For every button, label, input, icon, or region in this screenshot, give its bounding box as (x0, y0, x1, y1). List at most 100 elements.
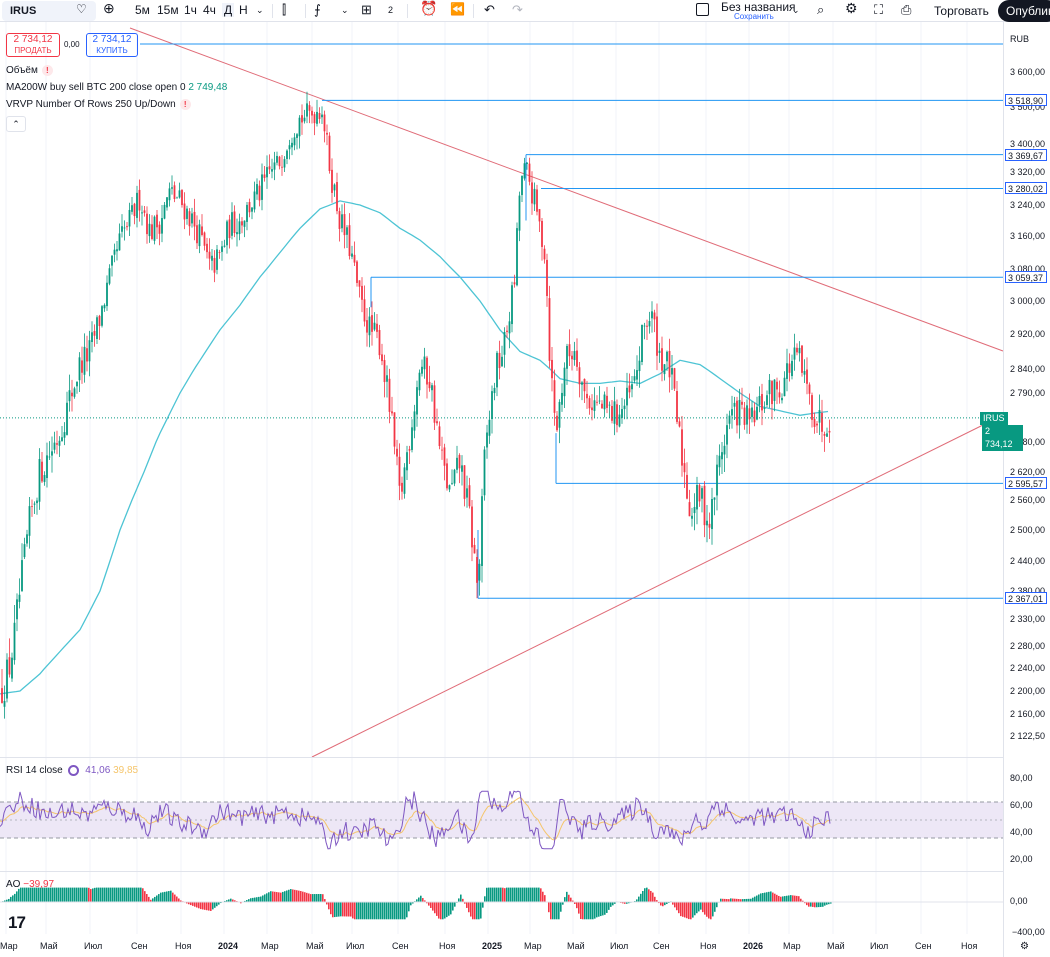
candle-body (378, 330, 381, 356)
price-tick: 2 200,00 (1010, 686, 1046, 696)
sell-button[interactable]: 2 734,12 ПРОДАТЬ (6, 33, 60, 57)
ao-bar (314, 894, 316, 903)
ao-bar (694, 902, 696, 916)
interval-5m[interactable]: 5м (135, 3, 150, 17)
interval-week[interactable]: Н (239, 3, 248, 17)
interval-day[interactable]: Д (222, 3, 235, 17)
ao-bar (378, 902, 380, 920)
trade-button[interactable]: Торговать (934, 4, 989, 18)
alert-icon[interactable]: ⏰ (420, 0, 438, 16)
candles-icon[interactable]: ⫿ (282, 2, 287, 17)
price-tick: 2 440,00 (1010, 556, 1046, 566)
candle-body (548, 298, 551, 361)
candle-body (126, 226, 128, 228)
candle-body (388, 378, 391, 412)
candle-body (183, 203, 186, 220)
ao-bar (612, 902, 614, 906)
candle-body (578, 367, 581, 385)
ao-bar (296, 890, 298, 903)
gear-icon[interactable]: ⚙ (845, 0, 858, 16)
chevron-down-icon[interactable]: ⌄ (341, 5, 349, 15)
time-tick: Ноя (700, 941, 717, 951)
price-tick: 2 920,00 (1010, 329, 1046, 339)
compare-plus-icon[interactable]: ⊕ (103, 0, 115, 16)
ao-bar (576, 902, 578, 909)
spread-value: 0,00 (64, 40, 80, 49)
candle-body (146, 213, 148, 235)
candle-body (168, 188, 171, 201)
candle-body (538, 209, 541, 222)
candle-body (621, 409, 623, 418)
ao-bar (724, 898, 726, 903)
fullscreen-icon[interactable]: ⛶ (874, 2, 884, 17)
candle-body (506, 330, 508, 332)
ao-legend[interactable]: AO −39,97 (6, 879, 54, 890)
replay-icon[interactable]: ⏪ (450, 2, 465, 16)
tradingview-logo[interactable]: 17 (8, 913, 26, 932)
layout-name[interactable]: Без названия (721, 0, 796, 14)
candle-body (776, 381, 778, 390)
candle-body (483, 449, 486, 496)
volume-legend[interactable]: Объём! (6, 65, 53, 76)
rsi-visibility-icon[interactable] (68, 765, 80, 776)
buy-button[interactable]: 2 734,12 КУПИТЬ (86, 33, 138, 57)
layout-grid-icon[interactable]: ⊞ (361, 2, 372, 17)
ao-bar (752, 897, 754, 903)
candle-body (583, 378, 586, 392)
price-axis[interactable] (1003, 22, 1050, 957)
ao-bar (220, 902, 222, 904)
price-tick: 2 620,00 (1010, 467, 1046, 477)
rsi-legend[interactable]: RSI 14 close 41,06 39,85 (6, 765, 138, 776)
price-chart[interactable] (0, 22, 1050, 957)
gear-icon[interactable]: ⚙ (1020, 941, 1029, 952)
candle-body (96, 317, 98, 339)
ao-bar (528, 887, 530, 903)
ao-bar (8, 898, 10, 903)
ao-bar (768, 891, 770, 903)
layout-square-icon[interactable] (696, 3, 709, 16)
candle-body (28, 506, 31, 536)
camera-icon[interactable]: ⎙ (901, 2, 912, 17)
ao-bar (458, 898, 460, 903)
candle-body (663, 364, 666, 375)
vrvp-legend[interactable]: VRVP Number Of Rows 250 Up/Down! (6, 99, 191, 110)
candle-body (556, 415, 558, 431)
ao-bar (112, 887, 114, 903)
warning-icon[interactable]: ! (41, 65, 53, 76)
save-label[interactable]: Сохранить (734, 12, 774, 21)
ao-bar (424, 900, 426, 903)
ao-bar (316, 894, 318, 903)
candle-body (428, 381, 431, 389)
candle-body (386, 375, 388, 382)
ao-bar (588, 902, 590, 920)
warning-icon[interactable]: ! (179, 99, 191, 110)
ao-bar (270, 891, 272, 903)
redo-icon[interactable]: ↷ (512, 2, 523, 17)
ao-bar (578, 902, 580, 914)
currency-label[interactable]: RUB (1010, 34, 1030, 44)
interval-4h[interactable]: 4ч (203, 3, 216, 17)
collapse-legend-button[interactable]: ⌃ (6, 116, 26, 132)
heart-icon[interactable]: ♡ (76, 2, 87, 16)
ao-bar (396, 902, 398, 920)
candle-body (591, 407, 593, 411)
chevron-down-icon[interactable]: ⌄ (256, 5, 264, 15)
interval-15m[interactable]: 15м (157, 3, 179, 17)
interval-1h[interactable]: 1ч (184, 3, 197, 17)
ao-bar (448, 902, 450, 916)
ao-bar (80, 887, 82, 903)
candle-body (3, 700, 6, 707)
ma-legend[interactable]: MA200W buy sell BTC 200 close open 0 2 7… (6, 82, 227, 93)
ao-bar (688, 902, 690, 920)
candle-body (568, 344, 571, 357)
chevron-down-icon[interactable]: ⌄ (792, 5, 800, 15)
symbol-search[interactable]: IRUS (2, 1, 96, 21)
undo-icon[interactable]: ↶ (484, 2, 495, 17)
candle-body (793, 347, 796, 360)
quick-search-icon[interactable]: ⌕ (817, 2, 825, 17)
publish-button[interactable]: Опубликовать (998, 0, 1050, 22)
ao-bar (450, 902, 452, 915)
indicators-icon[interactable]: ⨍ (314, 2, 321, 17)
ao-bar (122, 887, 124, 903)
layout-count[interactable]: 2 (388, 5, 394, 15)
